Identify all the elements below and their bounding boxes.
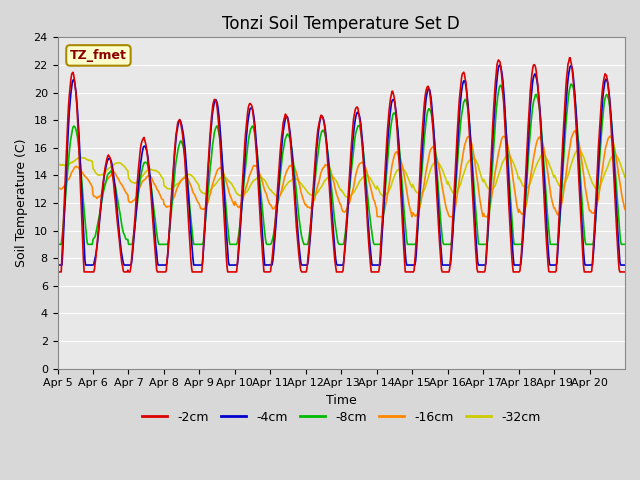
-4cm <box>432 156 440 162</box>
-32cm <box>344 194 352 200</box>
-2cm <box>566 55 573 60</box>
-2cm <box>621 269 629 275</box>
-32cm <box>54 161 61 167</box>
Line: -4cm: -4cm <box>58 65 625 265</box>
Line: -8cm: -8cm <box>58 84 625 244</box>
-4cm <box>54 262 61 268</box>
-16cm <box>225 187 232 192</box>
-8cm <box>225 230 232 236</box>
-4cm <box>225 259 232 265</box>
-32cm <box>576 147 584 153</box>
-2cm <box>432 171 440 177</box>
-16cm <box>433 153 440 159</box>
-4cm <box>274 191 282 197</box>
-32cm <box>621 174 629 180</box>
-8cm <box>274 195 282 201</box>
-16cm <box>54 185 61 191</box>
-16cm <box>274 199 282 205</box>
-2cm <box>225 269 232 275</box>
-4cm <box>120 262 128 268</box>
-2cm <box>120 269 128 275</box>
-8cm <box>400 204 408 210</box>
-4cm <box>621 262 629 268</box>
-4cm <box>400 228 408 233</box>
Line: -16cm: -16cm <box>58 131 625 217</box>
-16cm <box>253 163 260 169</box>
-2cm <box>253 152 260 158</box>
-32cm <box>225 178 232 183</box>
Text: TZ_fmet: TZ_fmet <box>70 49 127 62</box>
-32cm <box>433 159 440 165</box>
-16cm <box>571 128 579 134</box>
X-axis label: Time: Time <box>326 394 356 407</box>
-8cm <box>120 231 128 237</box>
-2cm <box>54 269 61 275</box>
-32cm <box>120 163 128 169</box>
-16cm <box>120 186 128 192</box>
-8cm <box>621 241 629 247</box>
Title: Tonzi Soil Temperature Set D: Tonzi Soil Temperature Set D <box>222 15 460 33</box>
Y-axis label: Soil Temperature (C): Soil Temperature (C) <box>15 139 28 267</box>
-8cm <box>567 81 575 87</box>
-8cm <box>253 145 260 151</box>
-8cm <box>54 241 61 247</box>
Line: -32cm: -32cm <box>58 150 625 197</box>
-16cm <box>621 206 629 212</box>
Legend: -2cm, -4cm, -8cm, -16cm, -32cm: -2cm, -4cm, -8cm, -16cm, -32cm <box>137 406 545 429</box>
-2cm <box>274 178 282 184</box>
-2cm <box>400 246 408 252</box>
Line: -2cm: -2cm <box>58 58 625 272</box>
-32cm <box>274 193 282 199</box>
-8cm <box>432 150 440 156</box>
-4cm <box>253 142 260 148</box>
-32cm <box>253 176 260 181</box>
-4cm <box>495 62 503 68</box>
-32cm <box>401 168 408 173</box>
-16cm <box>374 214 381 220</box>
-16cm <box>401 175 408 180</box>
